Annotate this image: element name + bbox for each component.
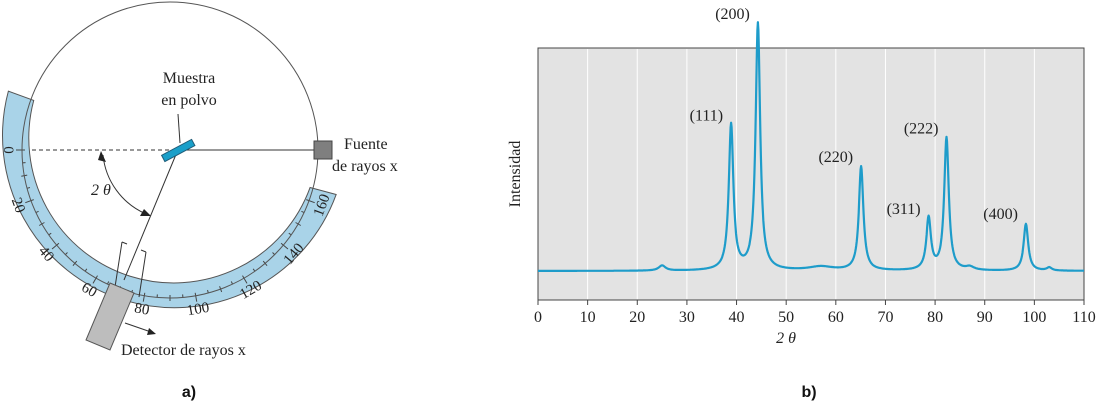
scale-label: 80 xyxy=(133,300,151,318)
scale-tick xyxy=(280,242,289,250)
scale-tick xyxy=(306,199,315,204)
diffraction-curve xyxy=(537,21,1085,272)
x-tick-label: 40 xyxy=(729,309,745,326)
peak-label: (400) xyxy=(983,206,1018,223)
x-tick-label: 110 xyxy=(1072,309,1095,326)
source-label-line1: Fuente xyxy=(344,136,388,153)
detector-bracket xyxy=(114,241,147,298)
x-tick-label: 50 xyxy=(778,309,794,326)
scale-tick xyxy=(242,275,248,284)
sample-label-line1: Muestra xyxy=(163,70,215,87)
scale-tick xyxy=(35,210,39,214)
two-theta-label: 2 θ xyxy=(91,182,111,199)
peak-label: (311) xyxy=(887,201,921,218)
x-tick-label: 10 xyxy=(580,309,596,326)
two-theta-arc xyxy=(102,154,147,215)
caption-a: a) xyxy=(182,384,196,401)
sample-pointer xyxy=(177,113,181,144)
x-tick-label: 70 xyxy=(877,309,893,326)
peak-label: (220) xyxy=(818,149,853,166)
scale-tick xyxy=(194,292,198,302)
x-tick-label: 80 xyxy=(927,309,943,326)
scale-label: 0 xyxy=(0,146,16,154)
x-axis-ticks xyxy=(537,300,1085,305)
scale-tick xyxy=(48,232,52,236)
scale-tick xyxy=(26,187,31,189)
scale-tick xyxy=(230,281,234,285)
scale-tick xyxy=(84,268,88,272)
scale-label: 100 xyxy=(186,300,211,320)
x-ray-detector xyxy=(85,282,135,351)
scale-tick xyxy=(142,292,146,302)
caption-b: b) xyxy=(801,384,816,401)
x-tick-label: 20 xyxy=(629,309,645,326)
scale-tick xyxy=(25,199,34,204)
scale-tick xyxy=(92,275,98,284)
source-label-line2: de rayos x xyxy=(332,158,398,175)
detector-motion-arrow xyxy=(124,322,152,333)
peak-labels: (111) (200) (220) (311) (222) (400) xyxy=(690,6,1018,223)
diffraction-chart: 0 10 20 30 40 50 60 70 80 90 100 110 (111) (200) (220… xyxy=(507,6,1096,401)
scale-tick xyxy=(301,210,305,214)
scale-tick xyxy=(207,289,209,294)
scale-label: 160 xyxy=(311,192,334,219)
x-ray-source xyxy=(313,140,333,160)
x-axis-label: 2 θ xyxy=(776,330,796,347)
x-tick-label: 60 xyxy=(828,309,844,326)
detector-motion-arrowhead xyxy=(147,328,156,335)
peak-label: (111) xyxy=(690,107,723,124)
sample-label-line2: en polvo xyxy=(161,92,217,109)
vertical-gridlines xyxy=(587,49,1035,299)
powder-sample xyxy=(160,138,196,163)
scale-tick xyxy=(51,242,60,250)
scale-tick xyxy=(106,281,110,285)
scale-label: 20 xyxy=(8,196,28,216)
y-axis-label: Intensidad xyxy=(507,141,524,208)
x-tick-label: 0 xyxy=(534,309,542,326)
peak-label: (200) xyxy=(715,6,750,23)
scale-label: 60 xyxy=(79,280,100,301)
x-axis-tick-labels: 0 10 20 30 40 50 60 70 80 90 100 110 xyxy=(534,309,1096,326)
x-tick-label: 100 xyxy=(1022,309,1046,326)
angle-scale-band xyxy=(2,90,337,309)
x-tick-label: 30 xyxy=(679,309,695,326)
arc-arrowhead-top xyxy=(98,151,106,162)
scale-tick xyxy=(288,232,292,236)
detector-label: Detector de rayos x xyxy=(121,342,246,359)
scale-tick xyxy=(252,268,256,272)
peak-label: (222) xyxy=(904,120,939,137)
x-tick-label: 90 xyxy=(977,309,993,326)
plot-area xyxy=(537,47,1085,301)
arc-arrowhead-bottom xyxy=(140,209,151,216)
